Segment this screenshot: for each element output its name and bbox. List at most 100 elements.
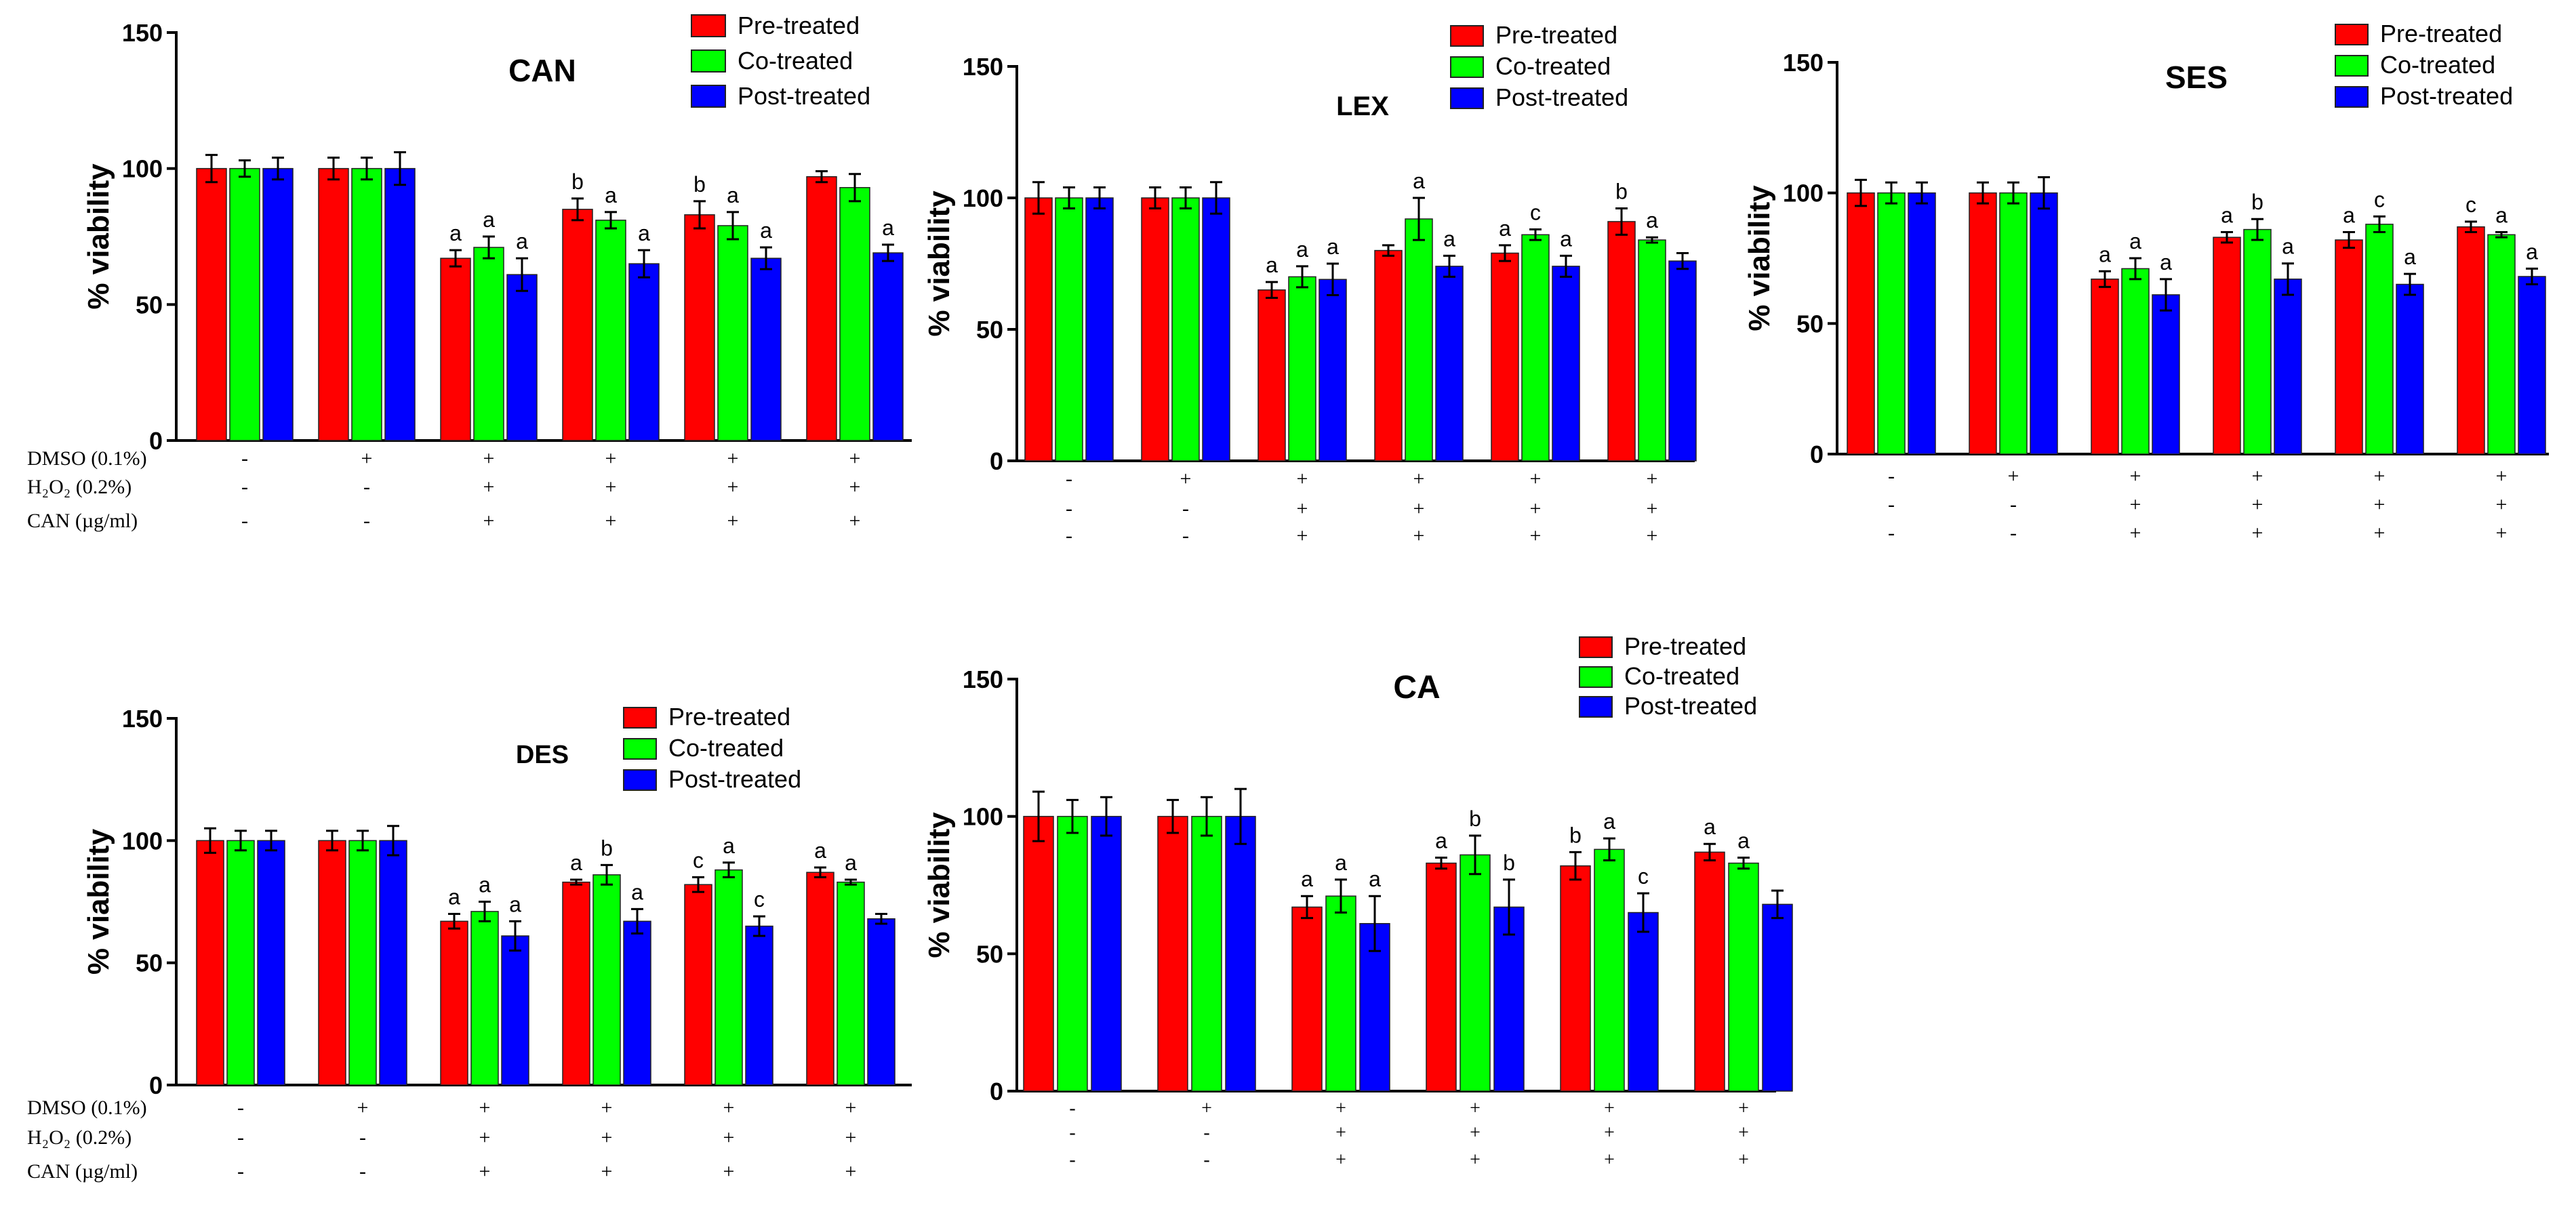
significance-letter: a <box>2221 203 2233 227</box>
bar-co-treated-4 <box>1405 218 1433 462</box>
significance-letter: b <box>571 169 584 194</box>
bar-co-treated-5 <box>1594 848 1625 1092</box>
chart-title: CAN <box>508 53 576 88</box>
treatment-sign: - <box>241 510 248 532</box>
treatment-sign: + <box>1530 468 1542 490</box>
significance-letter: a <box>2343 203 2355 227</box>
bar-pre-treated-4 <box>562 881 590 1086</box>
y-tick-label: 0 <box>990 1078 1003 1105</box>
significance-letter: c <box>1530 201 1541 225</box>
bar-co-treated-1 <box>1877 192 1906 455</box>
treatment-sign: + <box>2130 522 2141 544</box>
treatment-sign: + <box>849 510 861 532</box>
treatment-sign: + <box>2496 493 2508 516</box>
significance-letter: b <box>1569 823 1582 847</box>
treatment-sign: + <box>2374 522 2386 544</box>
treatment-sign: - <box>1066 525 1072 547</box>
treatment-sign: - <box>1888 465 1895 487</box>
bar-pre-treated-1 <box>196 167 227 441</box>
treatment-sign: + <box>479 1126 491 1149</box>
treatment-sign: + <box>723 1097 735 1119</box>
treatment-sign: + <box>845 1097 857 1119</box>
treatment-row-label: CAN (µg/ml) <box>27 510 138 532</box>
y-tick-label: 150 <box>1783 49 1824 77</box>
treatment-sign: + <box>849 447 861 470</box>
treatment-sign: + <box>2374 493 2386 516</box>
treatment-sign: + <box>601 1097 613 1119</box>
treatment-sign: - <box>1069 1098 1075 1119</box>
y-axis-label: % viability <box>923 812 956 958</box>
bar-post-treated-1 <box>257 840 285 1086</box>
legend-swatch <box>623 707 657 729</box>
y-tick-label: 100 <box>1783 180 1824 207</box>
bar-pre-treated-3 <box>1291 906 1323 1092</box>
treatment-row-label: DMSO (0.1%) <box>27 447 147 470</box>
treatment-sign: - <box>1203 1122 1209 1143</box>
treatment-sign: + <box>1647 468 1658 490</box>
y-axis-label: % viability <box>923 190 956 337</box>
legend-label: Post-treated <box>2380 82 2513 110</box>
chart-title: DES <box>516 741 569 769</box>
treatment-sign: + <box>479 1097 491 1119</box>
legend-label: Pre-treated <box>668 703 790 731</box>
bar-pre-treated-5 <box>684 884 712 1086</box>
significance-letter: a <box>727 183 739 207</box>
bar-co-treated-4 <box>2243 228 2272 455</box>
bar-post-treated-4 <box>2274 279 2302 455</box>
treatment-sign: - <box>1888 522 1895 544</box>
y-tick-label: 50 <box>136 949 163 977</box>
treatment-sign: + <box>723 1126 735 1149</box>
treatment-sign: - <box>1066 497 1072 520</box>
bar-pre-treated-2 <box>1157 815 1188 1092</box>
bar-post-treated-4 <box>1435 266 1464 462</box>
bar-post-treated-3 <box>1319 279 1347 462</box>
bar-post-treated-1 <box>1091 815 1122 1092</box>
legend-swatch <box>1579 666 1613 688</box>
significance-letter: c <box>754 887 765 912</box>
bar-post-treated-2 <box>2030 192 2058 455</box>
legend-label: Pre-treated <box>738 12 860 39</box>
bar-co-treated-5 <box>715 869 743 1086</box>
bar-post-treated-5 <box>745 925 773 1086</box>
legend-label: Pre-treated <box>1495 21 1617 49</box>
legend: Pre-treated Co-treated Post-treated <box>623 703 801 793</box>
treatment-sign: + <box>1470 1149 1481 1170</box>
y-tick-label: 150 <box>122 19 163 47</box>
significance-letter: b <box>1503 851 1515 875</box>
treatment-sign: - <box>1066 468 1072 490</box>
bar-co-treated-1 <box>1055 197 1083 462</box>
treatment-sign: - <box>1069 1149 1075 1170</box>
treatment-sign: + <box>483 447 495 470</box>
bar-post-treated-4 <box>623 920 651 1086</box>
significance-letter: a <box>2099 242 2111 266</box>
significance-letter: a <box>1301 867 1313 891</box>
treatment-sign: - <box>359 1126 366 1149</box>
treatment-sign: - <box>363 476 370 498</box>
bar-post-treated-3 <box>506 274 538 441</box>
significance-letter: c <box>1638 864 1649 888</box>
bar-co-treated-6 <box>839 187 870 441</box>
bar-pre-treated-5 <box>2335 239 2363 455</box>
bar-pre-treated-3 <box>2091 279 2119 455</box>
bar-co-treated-3 <box>470 911 499 1086</box>
treatment-sign: + <box>2496 465 2508 487</box>
bar-co-treated-2 <box>1999 192 2028 455</box>
treatment-sign: + <box>1738 1098 1749 1119</box>
treatment-sign: + <box>727 510 739 532</box>
significance-letter: a <box>2282 234 2294 259</box>
bar-pre-treated-2 <box>318 167 349 441</box>
bar-co-treated-4 <box>1460 854 1491 1092</box>
legend: Pre-treated Co-treated Post-treated <box>691 12 870 110</box>
significance-letter: a <box>1646 208 1658 232</box>
treatment-sign: + <box>1297 497 1308 520</box>
treatment-sign: - <box>1182 497 1189 520</box>
y-tick-label: 50 <box>136 291 163 319</box>
legend-label: Pre-treated <box>1624 632 1746 660</box>
bar-pre-treated-6 <box>806 872 834 1086</box>
bar-post-treated-2 <box>1225 815 1256 1092</box>
significance-letter: a <box>638 221 650 245</box>
treatment-sign: + <box>1335 1149 1346 1170</box>
